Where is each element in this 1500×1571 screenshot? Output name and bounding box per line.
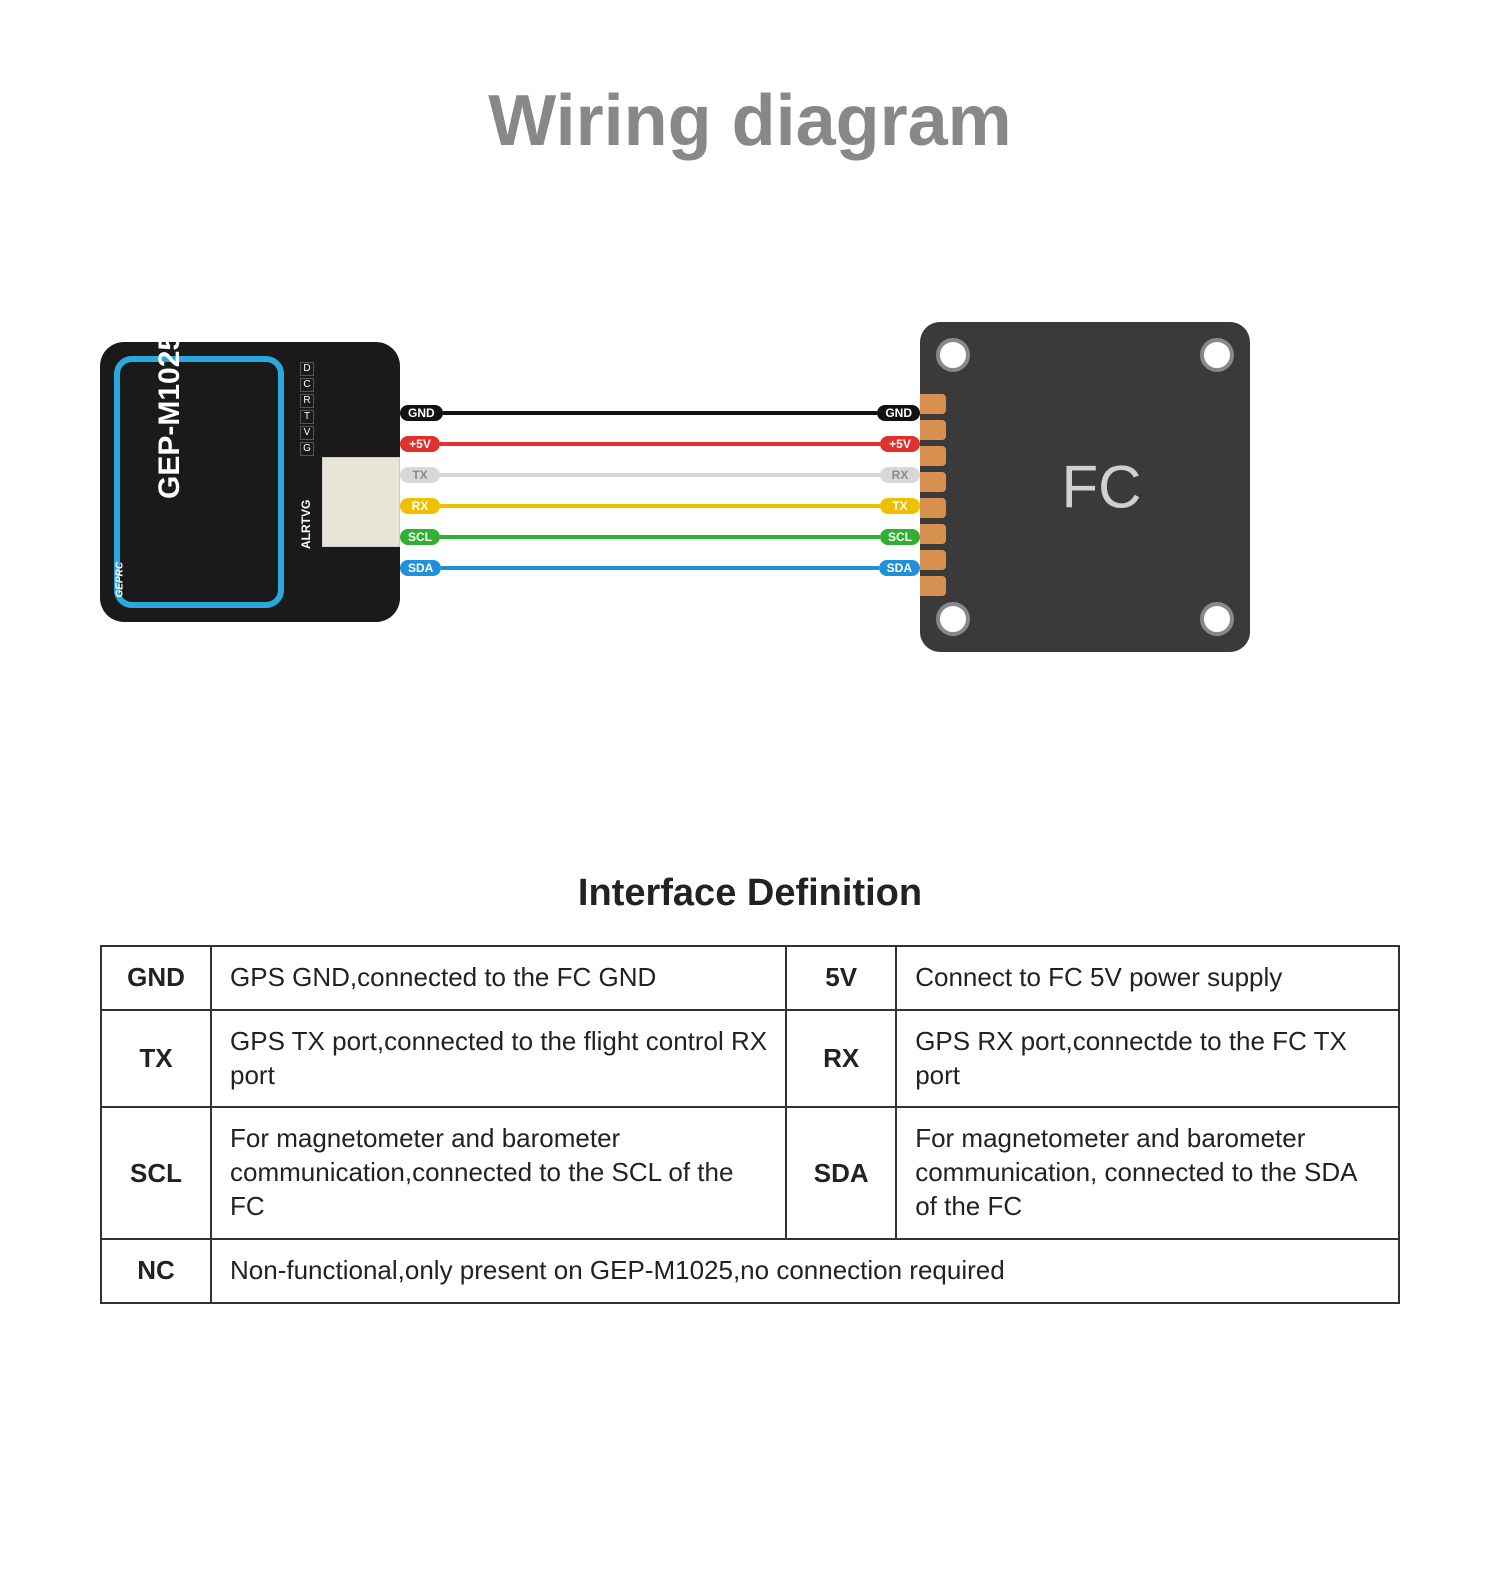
fc-pad <box>920 524 946 544</box>
fc-pad <box>920 472 946 492</box>
iface-key: SCL <box>101 1107 211 1238</box>
fc-pad <box>920 394 946 414</box>
wire-line <box>440 535 880 539</box>
wire-label-right: SDA <box>879 560 920 576</box>
gps-pin: R <box>300 394 314 408</box>
wire-label-right: RX <box>880 467 920 483</box>
wire-label-left: SDA <box>400 560 441 576</box>
wire-label-left: TX <box>400 467 440 483</box>
gps-pin: C <box>300 378 314 392</box>
interface-definition-section: Interface Definition GNDGPS GND,connecte… <box>100 872 1400 1304</box>
wire: GND GND <box>400 400 920 426</box>
iface-desc: GPS TX port,connected to the flight cont… <box>211 1010 786 1108</box>
wiring-diagram: GEP-M1025-DQ GEPRC DCRTVG ALRTVG GND GND +… <box>0 282 1500 762</box>
iface-key: RX <box>786 1010 896 1108</box>
jst-connector <box>322 457 400 547</box>
fc-pad <box>920 420 946 440</box>
fc-pad <box>920 576 946 596</box>
gps-module: GEP-M1025-DQ GEPRC DCRTVG ALRTVG <box>100 342 400 622</box>
wire-label-right: TX <box>880 498 920 514</box>
mount-hole <box>1200 602 1234 636</box>
gps-pin-column: DCRTVG <box>300 362 314 456</box>
fc-pad <box>920 498 946 518</box>
fc-pad <box>920 446 946 466</box>
wire-label-left: GND <box>400 405 443 421</box>
iface-desc: For magnetometer and barometer communica… <box>211 1107 786 1238</box>
iface-desc: GPS GND,connected to the FC GND <box>211 946 786 1010</box>
mount-hole <box>936 338 970 372</box>
wire-line <box>440 442 880 446</box>
wire: SDA SDA <box>400 555 920 581</box>
wire-label-right: +5V <box>880 436 920 452</box>
table-row: NCNon-functional,only present on GEP-M10… <box>101 1239 1399 1303</box>
fc-pad <box>920 550 946 570</box>
fc-label: FC <box>1062 453 1142 522</box>
wire-line <box>440 504 880 508</box>
wire-label-right: SCL <box>880 529 920 545</box>
table-row: GNDGPS GND,connected to the FC GND5VConn… <box>101 946 1399 1010</box>
wire-line <box>443 411 878 415</box>
gps-pin: V <box>300 426 314 440</box>
wire: RX TX <box>400 493 920 519</box>
wire: TX RX <box>400 462 920 488</box>
gps-antenna-ring <box>114 356 284 608</box>
iface-desc: For magnetometer and barometer communica… <box>896 1107 1399 1238</box>
wire: +5V +5V <box>400 431 920 457</box>
gps-pin: D <box>300 362 314 376</box>
wire-label-right: GND <box>877 405 920 421</box>
table-row: SCLFor magnetometer and barometer commun… <box>101 1107 1399 1238</box>
gps-model-label: GEP-M1025-DQ <box>153 279 187 499</box>
iface-desc: Connect to FC 5V power supply <box>896 946 1399 1010</box>
fc-solder-pads <box>920 394 946 596</box>
wire: SCL SCL <box>400 524 920 550</box>
wire-line <box>440 473 880 477</box>
iface-desc: GPS RX port,connectde to the FC TX port <box>896 1010 1399 1108</box>
mount-hole <box>1200 338 1234 372</box>
iface-key: GND <box>101 946 211 1010</box>
iface-key: NC <box>101 1239 211 1303</box>
mount-hole <box>936 602 970 636</box>
gps-pin: G <box>300 442 314 456</box>
iface-key: SDA <box>786 1107 896 1238</box>
table-title: Interface Definition <box>100 872 1400 915</box>
table-row: TXGPS TX port,connected to the flight co… <box>101 1010 1399 1108</box>
wire-bundle: GND GND +5V +5V TX RX RX TX SCL SCL SDA SDA <box>400 400 920 586</box>
fc-board: FC <box>920 322 1250 652</box>
wire-label-left: SCL <box>400 529 440 545</box>
iface-key: 5V <box>786 946 896 1010</box>
iface-desc: Non-functional,only present on GEP-M1025… <box>211 1239 1399 1303</box>
interface-table: GNDGPS GND,connected to the FC GND5VConn… <box>100 945 1400 1304</box>
wire-label-left: RX <box>400 498 440 514</box>
gps-brand-label: GEPRC <box>115 562 126 598</box>
wire-line <box>441 566 878 570</box>
gps-side-label: ALRTVG <box>299 500 313 549</box>
gps-pin: T <box>300 410 314 424</box>
wire-label-left: +5V <box>400 436 440 452</box>
page-title: Wiring diagram <box>0 0 1500 162</box>
iface-key: TX <box>101 1010 211 1108</box>
